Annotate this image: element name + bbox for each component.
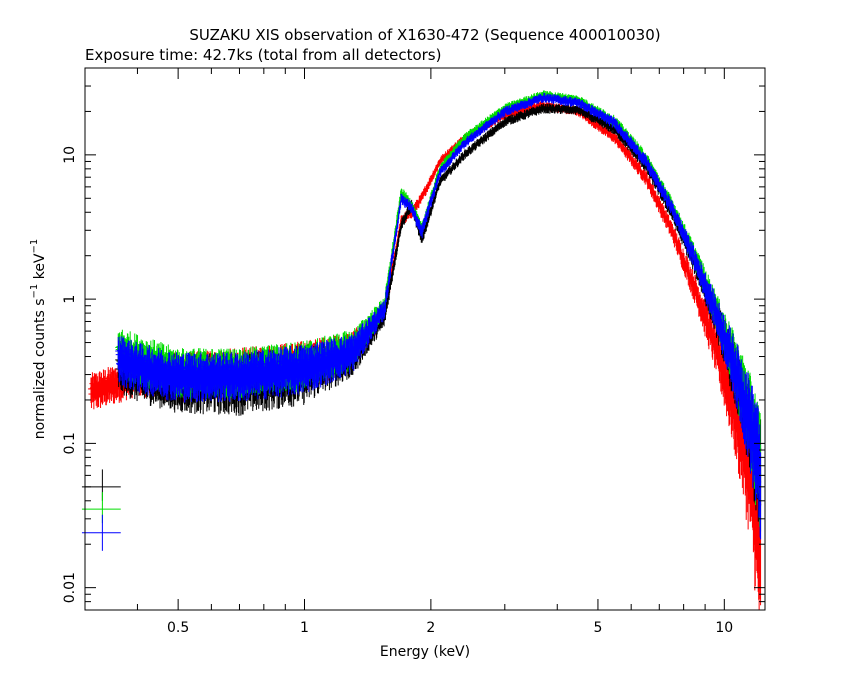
chart-subtitle: Exposure time: 42.7ks (total from all de… <box>85 46 441 64</box>
chart-title: SUZAKU XIS observation of X1630-472 (Seq… <box>189 26 660 44</box>
data-layer <box>81 90 762 610</box>
